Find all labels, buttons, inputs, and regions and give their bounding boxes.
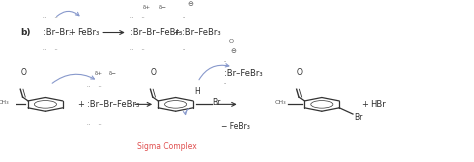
Text: ⊖: ⊖ [230,48,237,54]
Text: :Br–Br:: :Br–Br: [43,28,72,37]
Text: HBr: HBr [370,100,385,109]
FancyArrowPatch shape [199,64,229,80]
Text: :Br–Br–FeBr₃: :Br–Br–FeBr₃ [87,100,139,109]
Text: Br: Br [354,113,362,122]
Text: O: O [228,39,233,44]
Text: FeBr₃: FeBr₃ [77,28,100,37]
Text: δ+: δ+ [95,71,103,76]
Text: CH₃: CH₃ [0,100,9,105]
Text: +: + [173,28,180,37]
Text: +: + [77,100,84,109]
Text: δ−: δ− [159,5,167,10]
Text: O: O [150,68,156,77]
Text: O: O [20,68,26,77]
Text: ⊖: ⊖ [187,1,193,7]
Text: − FeBr₃: − FeBr₃ [221,122,250,131]
FancyArrowPatch shape [183,109,189,115]
Text: CH₃: CH₃ [274,100,286,105]
Text: ..     ..: .. .. [43,46,58,51]
Text: :Br–FeBr₃: :Br–FeBr₃ [224,69,262,78]
Text: Br: Br [213,98,221,107]
Text: :Br–Br–FeBr₃: :Br–Br–FeBr₃ [130,28,182,37]
Text: Sigma Complex: Sigma Complex [137,142,196,151]
FancyArrowPatch shape [56,11,79,17]
Text: H: H [194,87,200,96]
Text: ..     ..: .. .. [130,46,145,51]
Text: ..     ..: .. .. [130,14,145,19]
Text: δ−: δ− [109,71,117,76]
Text: ..: .. [182,46,186,51]
Text: ..     ..: .. .. [87,83,101,88]
Text: δ+: δ+ [143,5,151,10]
Text: ..: .. [182,14,186,19]
Text: ..: .. [224,58,227,63]
Text: +: + [68,28,75,37]
Text: O: O [297,68,302,77]
Text: +: + [361,100,367,109]
Text: :Br–FeBr₃: :Br–FeBr₃ [182,28,221,37]
FancyArrowPatch shape [52,74,94,83]
Text: ..     ..: .. .. [43,14,58,19]
Text: ..     ..: .. .. [87,121,101,126]
Text: b): b) [20,28,31,37]
Text: ..: .. [224,80,227,85]
